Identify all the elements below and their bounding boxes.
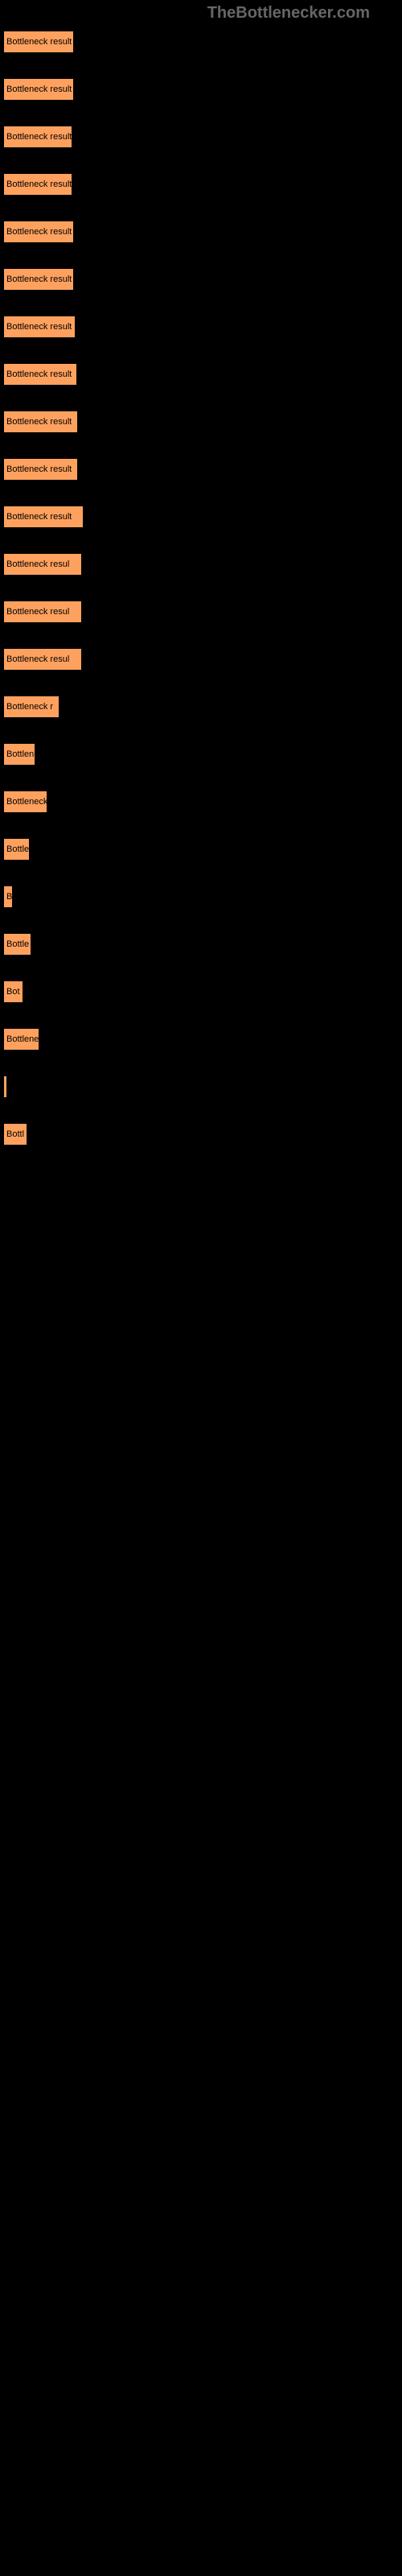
bar-row: Bottleneck result [0, 173, 402, 196]
bar [3, 1075, 7, 1098]
bar-label: Bot [6, 987, 20, 997]
bar: Bottleneck result [3, 458, 78, 481]
bar-label: Bottleneck result [6, 227, 72, 237]
bar-row: Bottleneck r [0, 696, 402, 718]
bar-row: Bottlen [0, 743, 402, 766]
bar-label: Bottleneck result [6, 85, 72, 94]
bar-row: Bottleneck result [0, 31, 402, 53]
bar-label: Bottle [6, 844, 29, 854]
bar-label: Bottleneck r [6, 702, 53, 712]
bar-label: Bottleneck resul [6, 607, 69, 617]
bar-label: Bottleneck [6, 797, 47, 807]
bar-row: Bottleneck result [0, 316, 402, 338]
bar-row: Bottleneck result [0, 126, 402, 148]
bar-row: Bottleneck result [0, 221, 402, 243]
bar: Bottleneck resul [3, 553, 82, 576]
bar: Bottlene [3, 1028, 39, 1051]
bar-label: Bottleneck result [6, 464, 72, 474]
bar: Bottl [3, 1123, 27, 1146]
bar-label: Bottleneck resul [6, 559, 69, 569]
bar-row: Bottlene [0, 1028, 402, 1051]
bar-row [0, 1075, 402, 1098]
bar-label: Bottleneck result [6, 369, 72, 379]
bar-label: Bottlene [6, 1034, 39, 1044]
bar-row: Bottle [0, 838, 402, 861]
site-title: TheBottlenecker.com [207, 4, 370, 22]
bar-row: Bottleneck result [0, 78, 402, 101]
bar: Bottleneck result [3, 221, 74, 243]
bar-label: Bottleneck result [6, 275, 72, 284]
bar-label: Bottleneck result [6, 417, 72, 427]
bar-row: Bottleneck [0, 791, 402, 813]
bar-row: Bottleneck resul [0, 601, 402, 623]
bar-label: Bottlen [6, 749, 34, 759]
bar-row: Bottleneck result [0, 458, 402, 481]
bar-label: Bottleneck result [6, 322, 72, 332]
bar-row: Bottleneck result [0, 268, 402, 291]
bar-row: Bottleneck resul [0, 648, 402, 671]
bar-chart: Bottleneck result Bottleneck result Bottle… [0, 31, 402, 1146]
bar-label: Bottleneck result [6, 37, 72, 47]
bar-label: Bottl [6, 1129, 24, 1139]
bar: Bottleneck [3, 791, 47, 813]
bar: Bottleneck result [3, 268, 74, 291]
bar-row: Bottleneck result [0, 506, 402, 528]
bar-row: Bot [0, 980, 402, 1003]
bar-row: Bottleneck resul [0, 553, 402, 576]
bar: Bottleneck result [3, 78, 74, 101]
bar: Bottleneck result [3, 316, 76, 338]
bar: Bottleneck resul [3, 601, 82, 623]
bar: Bot [3, 980, 23, 1003]
bar: Bottleneck resul [3, 648, 82, 671]
header: TheBottlenecker.com [0, 4, 402, 23]
bar-row: Bottleneck result [0, 411, 402, 433]
bar-label: Bottleneck result [6, 132, 72, 142]
bar: Bottleneck result [3, 173, 72, 196]
bar: Bottlen [3, 743, 35, 766]
bar-label: Bottleneck result [6, 512, 72, 522]
bar-row: Bottleneck result [0, 363, 402, 386]
bar-label: B [6, 892, 12, 902]
bar-label: Bottleneck result [6, 180, 72, 189]
bar-row: B [0, 886, 402, 908]
bar: B [3, 886, 13, 908]
bar: Bottleneck r [3, 696, 59, 718]
bar-label: Bottleneck resul [6, 654, 69, 664]
bar-row: Bottl [0, 1123, 402, 1146]
bar: Bottle [3, 838, 30, 861]
bar: Bottleneck result [3, 506, 84, 528]
bar: Bottle [3, 933, 31, 956]
bar-label: Bottle [6, 939, 29, 949]
bar: Bottleneck result [3, 126, 72, 148]
bar: Bottleneck result [3, 411, 78, 433]
bar-row: Bottle [0, 933, 402, 956]
bar: Bottleneck result [3, 31, 74, 53]
bar: Bottleneck result [3, 363, 77, 386]
